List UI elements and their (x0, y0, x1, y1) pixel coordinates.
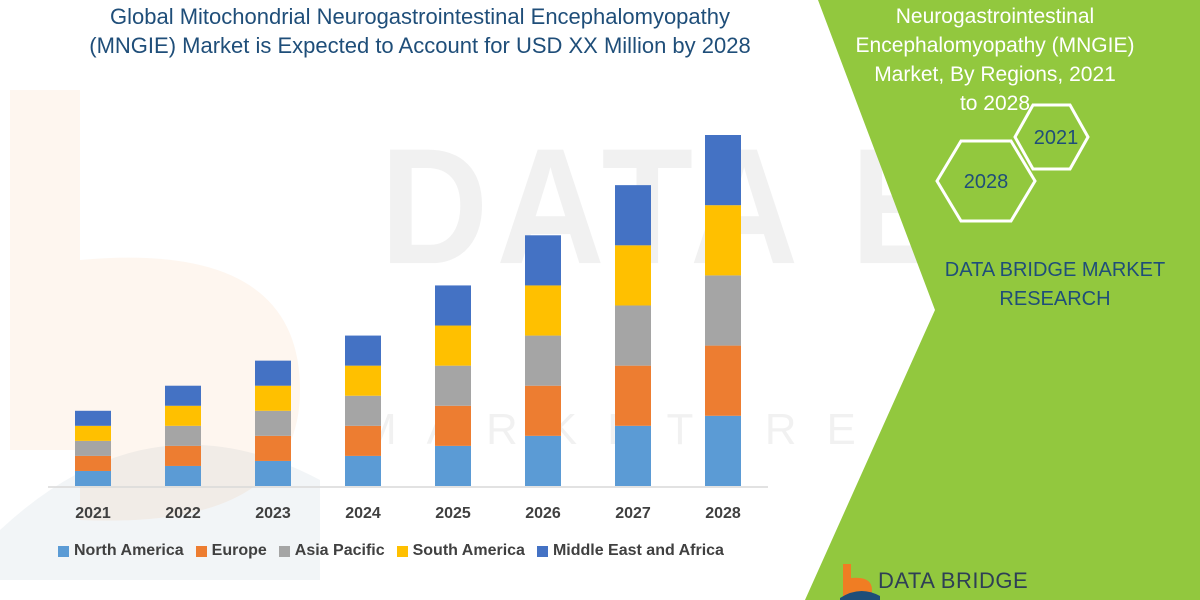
bar-2023-asia-pacific (255, 410, 291, 436)
bar-2027-south-america (615, 245, 651, 306)
bar-2021-asia-pacific (75, 440, 111, 456)
bar-2023-middle-east-and-africa (255, 360, 291, 386)
bar-2028-europe (705, 345, 741, 416)
bar-2028-middle-east-and-africa (705, 135, 741, 206)
x-tick-label-2024: 2024 (345, 505, 381, 522)
bar-2028-asia-pacific (705, 275, 741, 346)
bar-2022-north-america (165, 465, 201, 486)
x-tick-label-2026: 2026 (525, 505, 561, 522)
chart-title-line-1: Global Mitochondrial Neurogastrointestin… (109, 4, 731, 29)
x-tick-label-2022: 2022 (165, 505, 201, 522)
side-title-line-4: to 2028 (959, 92, 1031, 115)
x-tick-label-2027: 2027 (615, 505, 651, 522)
brand-text-line-2: RESEARCH (999, 288, 1111, 310)
legend-item-north-america: North America (58, 542, 184, 560)
bar-2025-middle-east-and-africa (435, 285, 471, 326)
x-tick-label-2025: 2025 (435, 505, 471, 522)
bar-2026-asia-pacific (525, 335, 561, 386)
bar-2026-europe (525, 385, 561, 436)
bar-2027-europe (615, 365, 651, 426)
legend-item-asia-pacific: Asia Pacific (278, 542, 385, 560)
bar-2025-north-america (435, 445, 471, 486)
bar-2025-asia-pacific (435, 365, 471, 406)
legend-label: North America (74, 542, 184, 559)
bar-2024-europe (345, 425, 381, 456)
side-title: Neurogastrointestinal Encephalomyopathy … (830, 2, 1160, 118)
bar-2024-north-america (345, 455, 381, 486)
hexagon-2021 (1013, 103, 1090, 171)
legend: North America Europe Asia Pacific South Ame… (58, 540, 724, 562)
legend-item-europe: Europe (195, 542, 267, 560)
bar-2022-south-america (165, 405, 201, 426)
hexagon-badges: 2021 2028 (935, 103, 1090, 223)
bar-2025-south-america (435, 325, 471, 366)
legend-swatch (536, 545, 548, 557)
bar-2023-north-america (255, 460, 291, 486)
bar-2023-south-america (255, 385, 291, 411)
side-title-line-3: Market, By Regions, 2021 (874, 63, 1116, 86)
footer-brand-text: DATA BRIDGE (878, 568, 1029, 593)
bar-2028-north-america (705, 415, 741, 486)
bar-2021-europe (75, 455, 111, 471)
bar-2024-south-america (345, 365, 381, 396)
bar-2022-asia-pacific (165, 425, 201, 446)
hexagon-2028 (935, 139, 1037, 223)
hexagon-2021-label: 2021 (1034, 127, 1079, 149)
legend-label: Asia Pacific (294, 542, 385, 559)
bar-2027-asia-pacific (615, 305, 651, 366)
bar-2026-south-america (525, 285, 561, 336)
legend-item-south-america: South America (396, 542, 525, 560)
side-title-line-2: Encephalomyopathy (MNGIE) (855, 34, 1135, 57)
bar-2027-middle-east-and-africa (615, 185, 651, 246)
data-bridge-logo (840, 564, 880, 600)
bar-2026-north-america (525, 435, 561, 486)
side-title-line-1: Neurogastrointestinal (895, 5, 1095, 28)
hexagon-2028-label: 2028 (964, 171, 1009, 193)
brand-text: DATA BRIDGE MARKET RESEARCH (920, 256, 1190, 314)
legend-label: Middle East and Africa (552, 542, 724, 559)
bar-2025-europe (435, 405, 471, 446)
x-tick-label-2021: 2021 (75, 505, 111, 522)
legend-label: Europe (211, 542, 267, 559)
bar-2027-north-america (615, 425, 651, 486)
chart-title: Global Mitochondrial Neurogastrointestin… (40, 2, 800, 60)
legend-label: South America (412, 542, 525, 559)
bar-2028-south-america (705, 205, 741, 276)
legend-item-middle-east-and-africa: Middle East and Africa (536, 542, 724, 560)
x-tick-label-2023: 2023 (255, 505, 291, 522)
legend-swatch (58, 545, 69, 557)
bar-2022-middle-east-and-africa (165, 385, 201, 406)
legend-swatch (195, 545, 207, 557)
bar-2021-middle-east-and-africa (75, 410, 111, 426)
bar-2024-middle-east-and-africa (345, 335, 381, 366)
bars-group (75, 135, 741, 486)
x-tick-labels: 2021 2022 2023 2024 2025 2026 2027 2028 (75, 505, 741, 522)
legend-swatch (278, 545, 290, 557)
bar-2024-asia-pacific (345, 395, 381, 426)
bar-2021-south-america (75, 425, 111, 441)
legend-swatch (396, 545, 408, 557)
bar-2026-middle-east-and-africa (525, 235, 561, 286)
chart-title-line-2: (MNGIE) Market is Expected to Account fo… (89, 33, 751, 58)
x-tick-label-2028: 2028 (705, 505, 741, 522)
bar-2021-north-america (75, 470, 111, 486)
bar-2022-europe (165, 445, 201, 466)
brand-text-line-1: DATA BRIDGE MARKET (944, 259, 1166, 281)
bar-2023-europe (255, 435, 291, 461)
